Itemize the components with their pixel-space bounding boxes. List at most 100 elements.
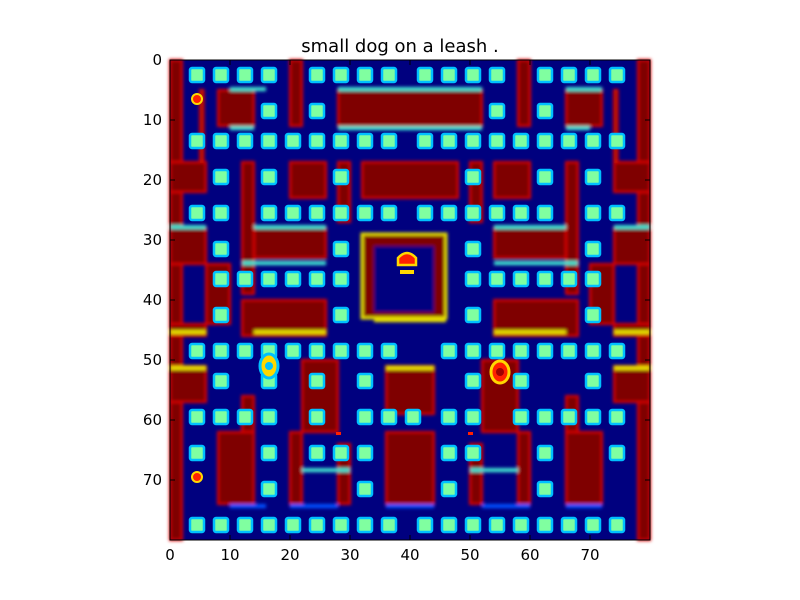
- maze-wall: [301, 359, 339, 433]
- pellet: [512, 204, 530, 222]
- pellet: [512, 408, 530, 426]
- wall-edge-highlight: [566, 87, 602, 92]
- maze-wall: [493, 161, 531, 199]
- pellet: [584, 372, 602, 390]
- pellet: [332, 270, 350, 288]
- pellet: [464, 270, 482, 288]
- pellet: [332, 306, 350, 324]
- pellet: [356, 66, 374, 84]
- pellet: [464, 204, 482, 222]
- pellet: [464, 372, 482, 390]
- x-tick-label: 10: [220, 546, 239, 564]
- pellet: [188, 444, 206, 462]
- pellet: [380, 408, 398, 426]
- x-tick-label: 60: [520, 546, 539, 564]
- pellet: [464, 168, 482, 186]
- pellet: [584, 240, 602, 258]
- pellet: [536, 168, 554, 186]
- maze-wall: [217, 431, 255, 505]
- y-tick-label: 20: [143, 171, 162, 189]
- wall-edge-highlight: [170, 225, 206, 230]
- pellet: [440, 444, 458, 462]
- pellet: [560, 516, 578, 534]
- power-pellet: [191, 93, 203, 105]
- pellet: [512, 342, 530, 360]
- pellet: [308, 102, 326, 120]
- pellet: [308, 204, 326, 222]
- pellet: [536, 480, 554, 498]
- wall-edge-highlight: [566, 504, 602, 509]
- wall-edge-highlight: [566, 126, 590, 131]
- x-tick-label: 50: [460, 546, 479, 564]
- pellet: [536, 132, 554, 150]
- wall-spot: [468, 432, 473, 435]
- y-axis: 0 10 20 30 40 50 60 70: [143, 51, 650, 489]
- pellet: [440, 408, 458, 426]
- pellet: [284, 516, 302, 534]
- pellet: [464, 342, 482, 360]
- maze-wall: [613, 227, 651, 265]
- ghost-core: [496, 368, 504, 376]
- pellet: [440, 66, 458, 84]
- maze-wall: [385, 431, 435, 505]
- pellet: [512, 516, 530, 534]
- x-tick-label: 0: [165, 546, 175, 564]
- wall-edge-highlight: [374, 318, 446, 323]
- pellet: [440, 132, 458, 150]
- pellet: [584, 306, 602, 324]
- pellet: [584, 168, 602, 186]
- pellet: [356, 516, 374, 534]
- pellet: [308, 372, 326, 390]
- pellet: [536, 408, 554, 426]
- pellet: [608, 444, 626, 462]
- maze-wall: [613, 89, 619, 163]
- pellet: [608, 516, 626, 534]
- pellet: [536, 102, 554, 120]
- pellet: [584, 270, 602, 288]
- maze-wall: [217, 89, 255, 127]
- wall-edge-highlight: [386, 366, 434, 371]
- maze-wall: [517, 59, 531, 127]
- maze-wall: [493, 227, 567, 259]
- pellet: [608, 408, 626, 426]
- pellet: [416, 132, 434, 150]
- pellet: [536, 444, 554, 462]
- pellet: [356, 444, 374, 462]
- pellet: [584, 342, 602, 360]
- maze-wall: [337, 89, 483, 127]
- pellet: [356, 342, 374, 360]
- wall-edge-highlight: [302, 468, 350, 473]
- pellet: [260, 516, 278, 534]
- pellet: [512, 270, 530, 288]
- pellet: [584, 132, 602, 150]
- x-tick-label: 30: [340, 546, 359, 564]
- pellet: [212, 204, 230, 222]
- pellet: [260, 66, 278, 84]
- wall-edge-highlight: [230, 126, 254, 131]
- wall-edge-highlight: [170, 366, 206, 371]
- pellet: [380, 516, 398, 534]
- maze-wall: [289, 161, 327, 199]
- maze-wall: [289, 59, 303, 127]
- y-tick-label: 50: [143, 351, 162, 369]
- pellet: [236, 132, 254, 150]
- wall-edge-highlight: [338, 87, 482, 92]
- wall-edge-highlight: [254, 330, 326, 335]
- x-axis: 0 10 20 30 40 50 60 70: [165, 60, 600, 564]
- wall-edge-highlight: [242, 261, 326, 266]
- pellet: [308, 444, 326, 462]
- pellet: [464, 240, 482, 258]
- pellet: [488, 516, 506, 534]
- pellet: [584, 204, 602, 222]
- x-tick-label: 40: [400, 546, 419, 564]
- pellet: [212, 240, 230, 258]
- pellet: [380, 132, 398, 150]
- wall-edge-highlight: [482, 504, 530, 509]
- maze-wall: [361, 161, 459, 199]
- wall-edge-highlight: [338, 126, 482, 131]
- pellet: [260, 444, 278, 462]
- pellet: [308, 270, 326, 288]
- pellet: [536, 204, 554, 222]
- pellet: [308, 408, 326, 426]
- maze-actors: [191, 93, 511, 483]
